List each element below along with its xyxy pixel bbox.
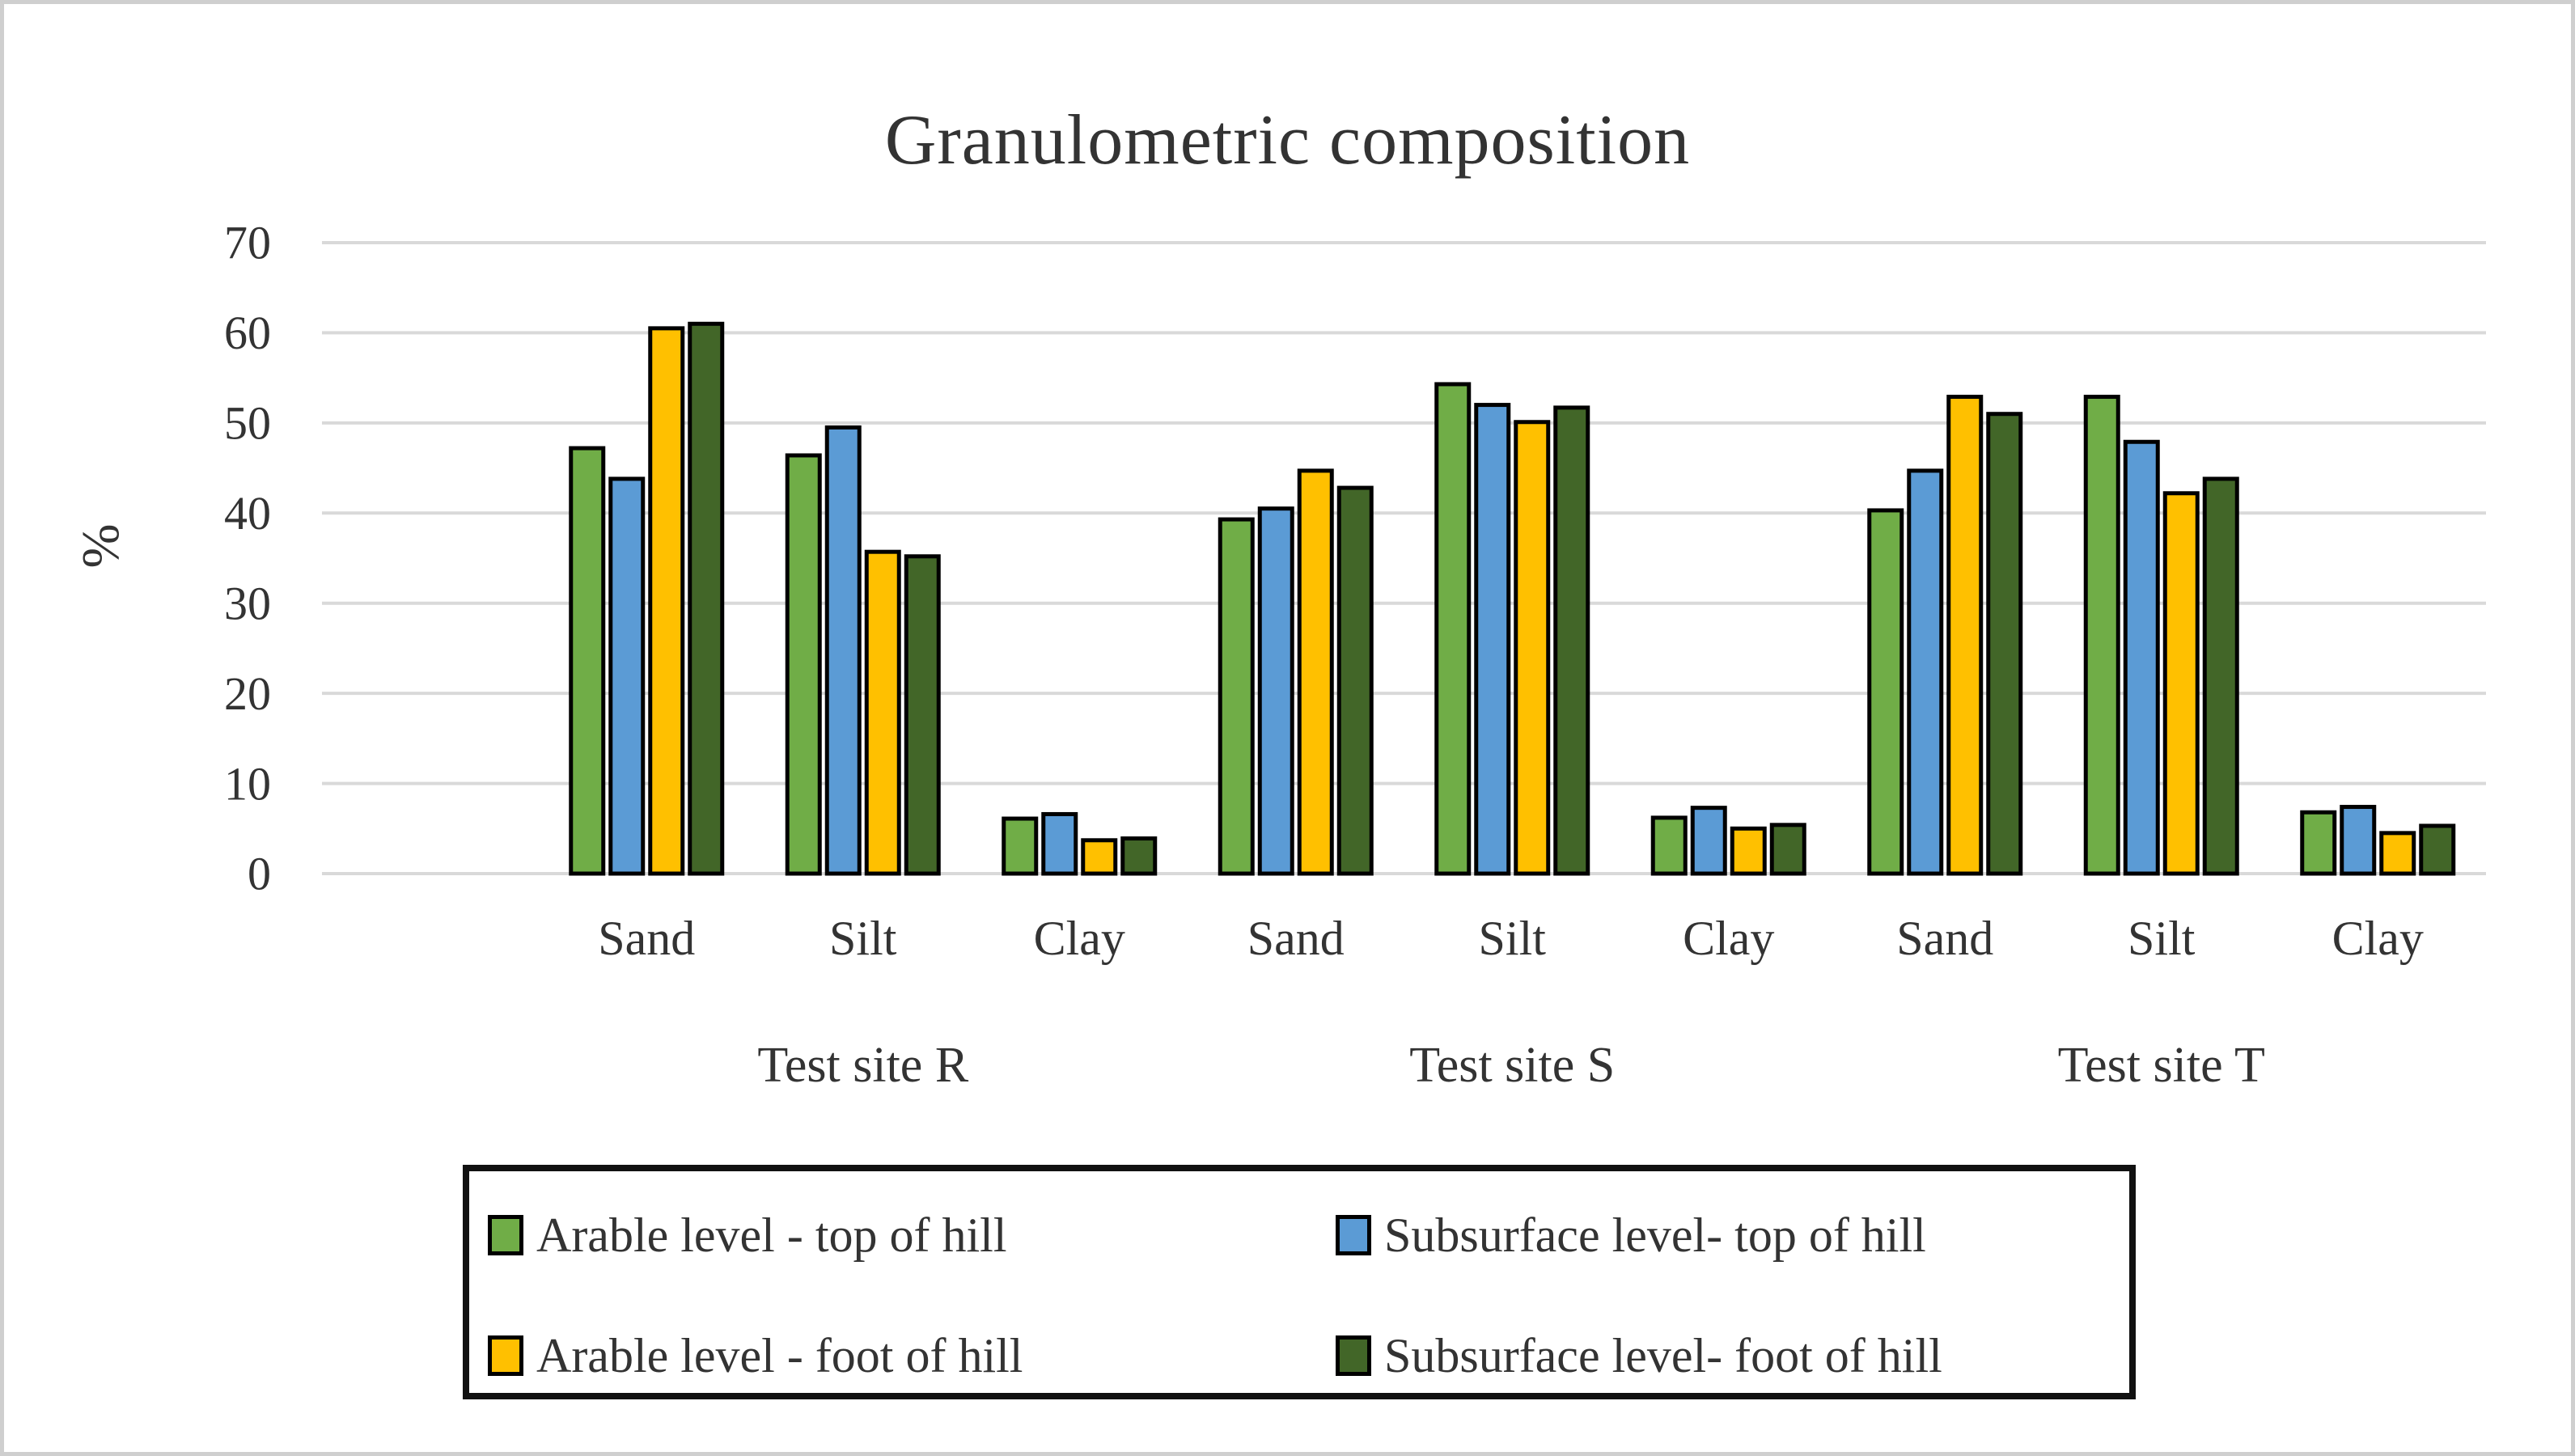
x-category-label: Sand [598,912,695,965]
x-category-label: Sand [1896,912,1993,965]
bar [1730,826,1767,876]
x-category-label: Clay [2332,912,2424,965]
bar [2123,439,2160,876]
legend-item: Arable level - foot of hill [488,1318,1023,1393]
y-tick-label: 50 [224,397,271,450]
bar [1002,816,1039,876]
legend-item: Arable level - top of hill [488,1198,1006,1272]
bar [1434,382,1472,876]
y-tick-label: 70 [224,217,271,269]
bar [1041,811,1078,876]
bar [1514,420,1551,876]
y-tick-label: 10 [224,757,271,810]
bar [2083,395,2120,876]
bar [569,446,606,876]
bar [1690,806,1727,876]
bar [824,425,862,876]
bar [2300,810,2337,876]
x-category-label: Silt [1479,912,1547,965]
legend-label: Arable level - foot of hill [536,1328,1023,1382]
bar [1867,508,1904,876]
bar [1650,815,1688,876]
legend-label: Arable level - top of hill [536,1208,1007,1262]
bar [1218,517,1255,876]
x-category-label: Silt [829,912,897,965]
bar [2379,831,2416,876]
bar [1336,485,1374,876]
legend-label: Subsurface level- top of hill [1384,1208,1926,1262]
y-tick-label: 60 [224,307,271,359]
legend-box: Arable level - top of hill Subsurface lev… [463,1165,2136,1399]
bar [608,476,646,876]
y-tick-label: 30 [224,577,271,629]
x-group-label: Test site T [2058,1038,2265,1093]
legend-swatch-icon [488,1215,523,1255]
x-group-label: Test site R [757,1038,969,1093]
bar [1257,506,1294,876]
bar [1769,823,1806,876]
bar [1081,838,1118,876]
legend-swatch-icon [1336,1335,1371,1376]
legend-label: Subsurface level- foot of hill [1384,1328,1942,1382]
bar [1986,412,2023,876]
x-category-label: Clay [1683,912,1774,965]
chart-title: Granulometric composition [884,101,1691,180]
plot-area: 0 10 20 30 40 50 60 70 Sand Silt Clay Sand Silt Clay S… [224,217,2486,1093]
bar [1907,468,1944,876]
bar [648,326,685,876]
y-tick-label: 0 [248,848,271,900]
bar [1946,395,1984,876]
bar [2162,491,2200,876]
legend-item: Subsurface level- foot of hill [1336,1318,1942,1393]
bar [1474,403,1511,876]
bar [1553,405,1590,876]
bar [2340,805,2377,876]
legend-swatch-icon [488,1335,523,1376]
legend-swatch-icon [1336,1215,1371,1255]
bar [864,549,901,876]
y-tick-label: 20 [224,667,271,720]
bar [904,554,941,876]
bar [2419,823,2456,876]
x-category-label: Clay [1034,912,1125,965]
legend-item: Subsurface level- top of hill [1336,1198,1926,1272]
y-tick-label: 40 [224,487,271,540]
bar [1120,836,1158,876]
bar [785,453,822,876]
x-category-label: Silt [2128,912,2196,965]
x-group-label: Test site S [1409,1038,1615,1093]
x-category-label: Sand [1247,912,1345,965]
bar [1297,468,1334,876]
bar [2202,476,2239,876]
bar [688,321,725,876]
